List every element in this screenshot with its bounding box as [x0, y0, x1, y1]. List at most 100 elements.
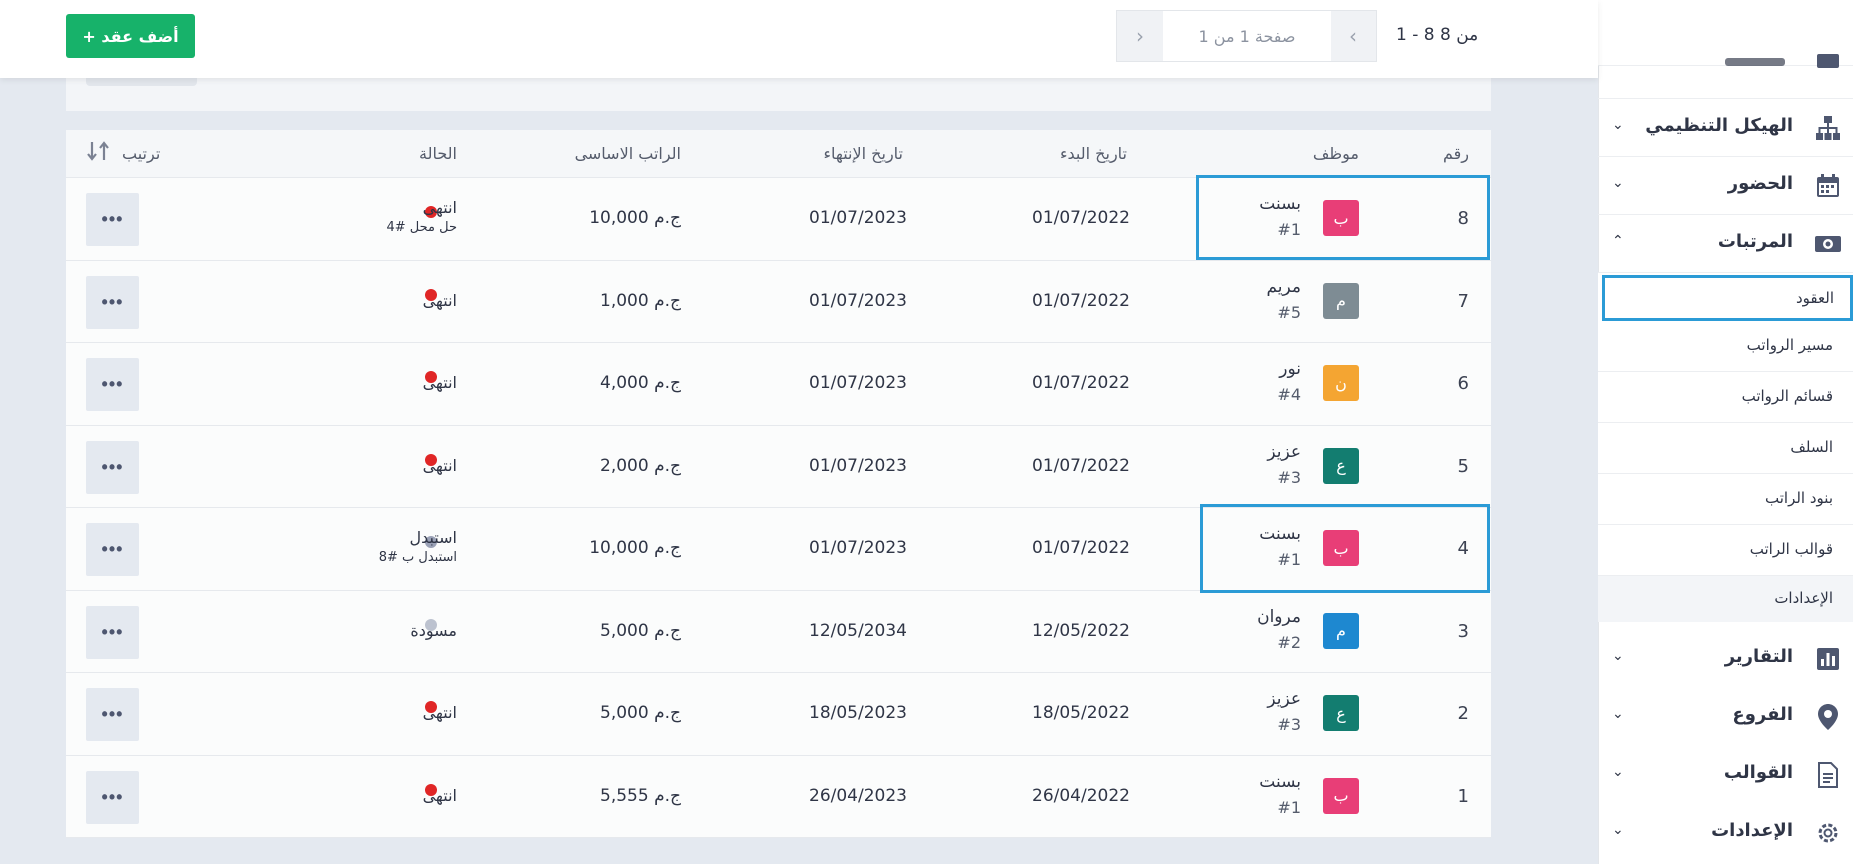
- status-dot-icon: [425, 783, 437, 796]
- results-range: 1 - 8 من 8: [1396, 25, 1479, 45]
- table-row[interactable]: 8 ب بسنت #1 01/07/2022 01/07/2023 10,000…: [66, 178, 1491, 261]
- table-row[interactable]: 7 م مريم #5 01/07/2022 01/07/2023 1,000 …: [66, 261, 1491, 343]
- chevron-down-icon: ⌄: [1612, 706, 1624, 722]
- sidebar: الهيكل التنظيمي ⌄ الحضور ⌄ المرتبات ⌃ ال…: [1598, 0, 1853, 864]
- submenu-item-payslips[interactable]: قسائم الرواتب: [1598, 372, 1853, 423]
- row-actions-button[interactable]: •••: [86, 358, 139, 411]
- contract-number: 8: [1457, 208, 1469, 229]
- employee-name[interactable]: عزيز: [1267, 689, 1301, 709]
- chevron-down-icon: ⌄: [1612, 117, 1624, 133]
- sidebar-item-branches[interactable]: الفروع ⌄: [1598, 688, 1853, 746]
- header-basic-salary: الراتب الاساسى: [574, 144, 681, 163]
- table-row[interactable]: 4 ب بسنت #1 01/07/2022 01/07/2023 10,000…: [66, 508, 1491, 591]
- basic-salary: 5,555 ج.م: [600, 785, 681, 806]
- submenu-item-label: بنود الراتب: [1765, 489, 1833, 507]
- employee-name[interactable]: عزيز: [1267, 441, 1301, 462]
- submenu-item-settings[interactable]: الإعدادات: [1598, 576, 1853, 622]
- sidebar-item-salaries[interactable]: المرتبات ⌃: [1598, 214, 1853, 272]
- row-actions-button[interactable]: •••: [86, 688, 139, 741]
- table-row[interactable]: 2 ع عزيز #3 18/05/2022 18/05/2023 5,000 …: [66, 673, 1491, 756]
- submenu-item-payroll[interactable]: مسير الرواتب: [1598, 321, 1853, 372]
- start-date: 12/05/2022: [1032, 620, 1130, 641]
- employee-code: #2: [1277, 632, 1301, 652]
- contract-number: 4: [1457, 538, 1469, 559]
- document-icon: [1813, 760, 1843, 790]
- bar-chart-icon: [1813, 644, 1843, 674]
- sidebar-item-settings[interactable]: الإعدادات ⌄: [1598, 804, 1853, 862]
- previous-page-button[interactable]: ‹: [1349, 24, 1357, 48]
- chevron-down-icon: ⌄: [1612, 822, 1624, 838]
- employee-code: #5: [1277, 302, 1301, 322]
- table-row[interactable]: 1 ب بسنت #1 26/04/2022 26/04/2023 5,555 …: [66, 756, 1491, 838]
- employee-name[interactable]: مروان: [1257, 606, 1301, 627]
- submenu-item-advances[interactable]: السلف: [1598, 423, 1853, 474]
- end-date: 01/07/2023: [809, 455, 907, 476]
- start-date: 01/07/2022: [1032, 455, 1130, 476]
- chevron-down-icon: ⌄: [1612, 648, 1624, 664]
- next-page-button[interactable]: ›: [1136, 24, 1144, 48]
- sidebar-item-org-structure[interactable]: الهيكل التنظيمي ⌄: [1598, 98, 1853, 156]
- employee-avatar: م: [1323, 282, 1359, 319]
- submenu-item-salary-items[interactable]: بنود الراتب: [1598, 474, 1853, 525]
- add-contract-button[interactable]: + أضف عقد: [66, 14, 195, 58]
- end-date: 01/07/2023: [809, 373, 907, 393]
- row-actions-button[interactable]: •••: [86, 193, 139, 246]
- gear-icon: [1813, 818, 1843, 848]
- status-label: انتهى: [422, 290, 457, 310]
- row-actions-button[interactable]: •••: [86, 523, 139, 576]
- table-row[interactable]: 6 ن نور #4 01/07/2022 01/07/2023 4,000 ج…: [66, 343, 1491, 426]
- submenu-item-contracts[interactable]: العقود: [1602, 275, 1853, 321]
- status-label: انتهى: [422, 785, 457, 805]
- chevron-down-icon: ⌄: [1612, 175, 1624, 191]
- sidebar-item-partial[interactable]: [1598, 50, 1853, 98]
- header-num: رقم: [1442, 144, 1469, 163]
- table-row[interactable]: 3 م مروان #2 12/05/2022 12/05/2034 5,000…: [66, 591, 1491, 673]
- row-actions-button[interactable]: •••: [86, 440, 139, 494]
- status-dot-icon: [425, 371, 437, 383]
- status-label: انتهى: [422, 455, 457, 475]
- salaries-submenu: العقود مسير الرواتب قسائم الرواتب السلف …: [1598, 272, 1853, 622]
- employee-code: #1: [1277, 550, 1301, 569]
- row-actions-button[interactable]: •••: [86, 275, 139, 329]
- logo: [1648, 4, 1778, 56]
- contract-number: 5: [1457, 455, 1469, 477]
- chevron-down-icon: ⌄: [1612, 764, 1624, 780]
- sidebar-item-label: القوالب: [1723, 762, 1793, 783]
- sidebar-item-attendance[interactable]: الحضور ⌄: [1598, 156, 1853, 214]
- logo-area: [1598, 0, 1853, 66]
- employee-name[interactable]: بسنت: [1259, 771, 1301, 792]
- submenu-item-salary-templates[interactable]: قوالب الراتب: [1598, 525, 1853, 576]
- table-row[interactable]: 5 ع عزيز #3 01/07/2022 01/07/2023 2,000 …: [66, 426, 1491, 508]
- highlight-box: [1200, 504, 1490, 593]
- submenu-item-label: السلف: [1790, 438, 1833, 456]
- sidebar-item-label: الحضور: [1727, 173, 1793, 194]
- sort-control[interactable]: ترتيب: [86, 140, 160, 166]
- employee-code: #3: [1277, 715, 1301, 734]
- row-actions-button[interactable]: •••: [86, 770, 139, 824]
- sidebar-item-reports[interactable]: التقارير ⌄: [1598, 630, 1853, 688]
- sidebar-item-templates[interactable]: القوالب ⌄: [1598, 746, 1853, 804]
- employee-name[interactable]: نور: [1279, 359, 1301, 379]
- contract-number: 3: [1457, 620, 1469, 642]
- page-input[interactable]: [1163, 11, 1331, 61]
- start-date: 26/04/2022: [1032, 785, 1130, 806]
- filter-strip: [66, 78, 1491, 111]
- contract-number: 7: [1457, 290, 1469, 312]
- contract-number: 6: [1457, 373, 1469, 394]
- pagination: › ‹: [1116, 10, 1377, 62]
- end-date: 01/07/2023: [809, 290, 907, 311]
- employee-avatar: ع: [1323, 447, 1359, 484]
- employee-avatar: ب: [1323, 200, 1359, 236]
- employee-name[interactable]: بسنت: [1259, 524, 1301, 544]
- employee-name[interactable]: مريم: [1266, 276, 1301, 297]
- sidebar-item-label: الإعدادات: [1711, 820, 1793, 841]
- submenu-item-label: العقود: [1796, 289, 1834, 307]
- chevron-up-icon: ⌃: [1612, 233, 1624, 249]
- header-start-date: تاريخ البدء: [1060, 144, 1127, 163]
- status-label: انتهى: [422, 703, 457, 722]
- end-date: 26/04/2023: [809, 785, 907, 806]
- employee-name[interactable]: بسنت: [1259, 194, 1301, 214]
- row-actions-button[interactable]: •••: [86, 605, 139, 659]
- filter-button-partial[interactable]: [86, 78, 197, 86]
- contract-number: 1: [1457, 785, 1469, 807]
